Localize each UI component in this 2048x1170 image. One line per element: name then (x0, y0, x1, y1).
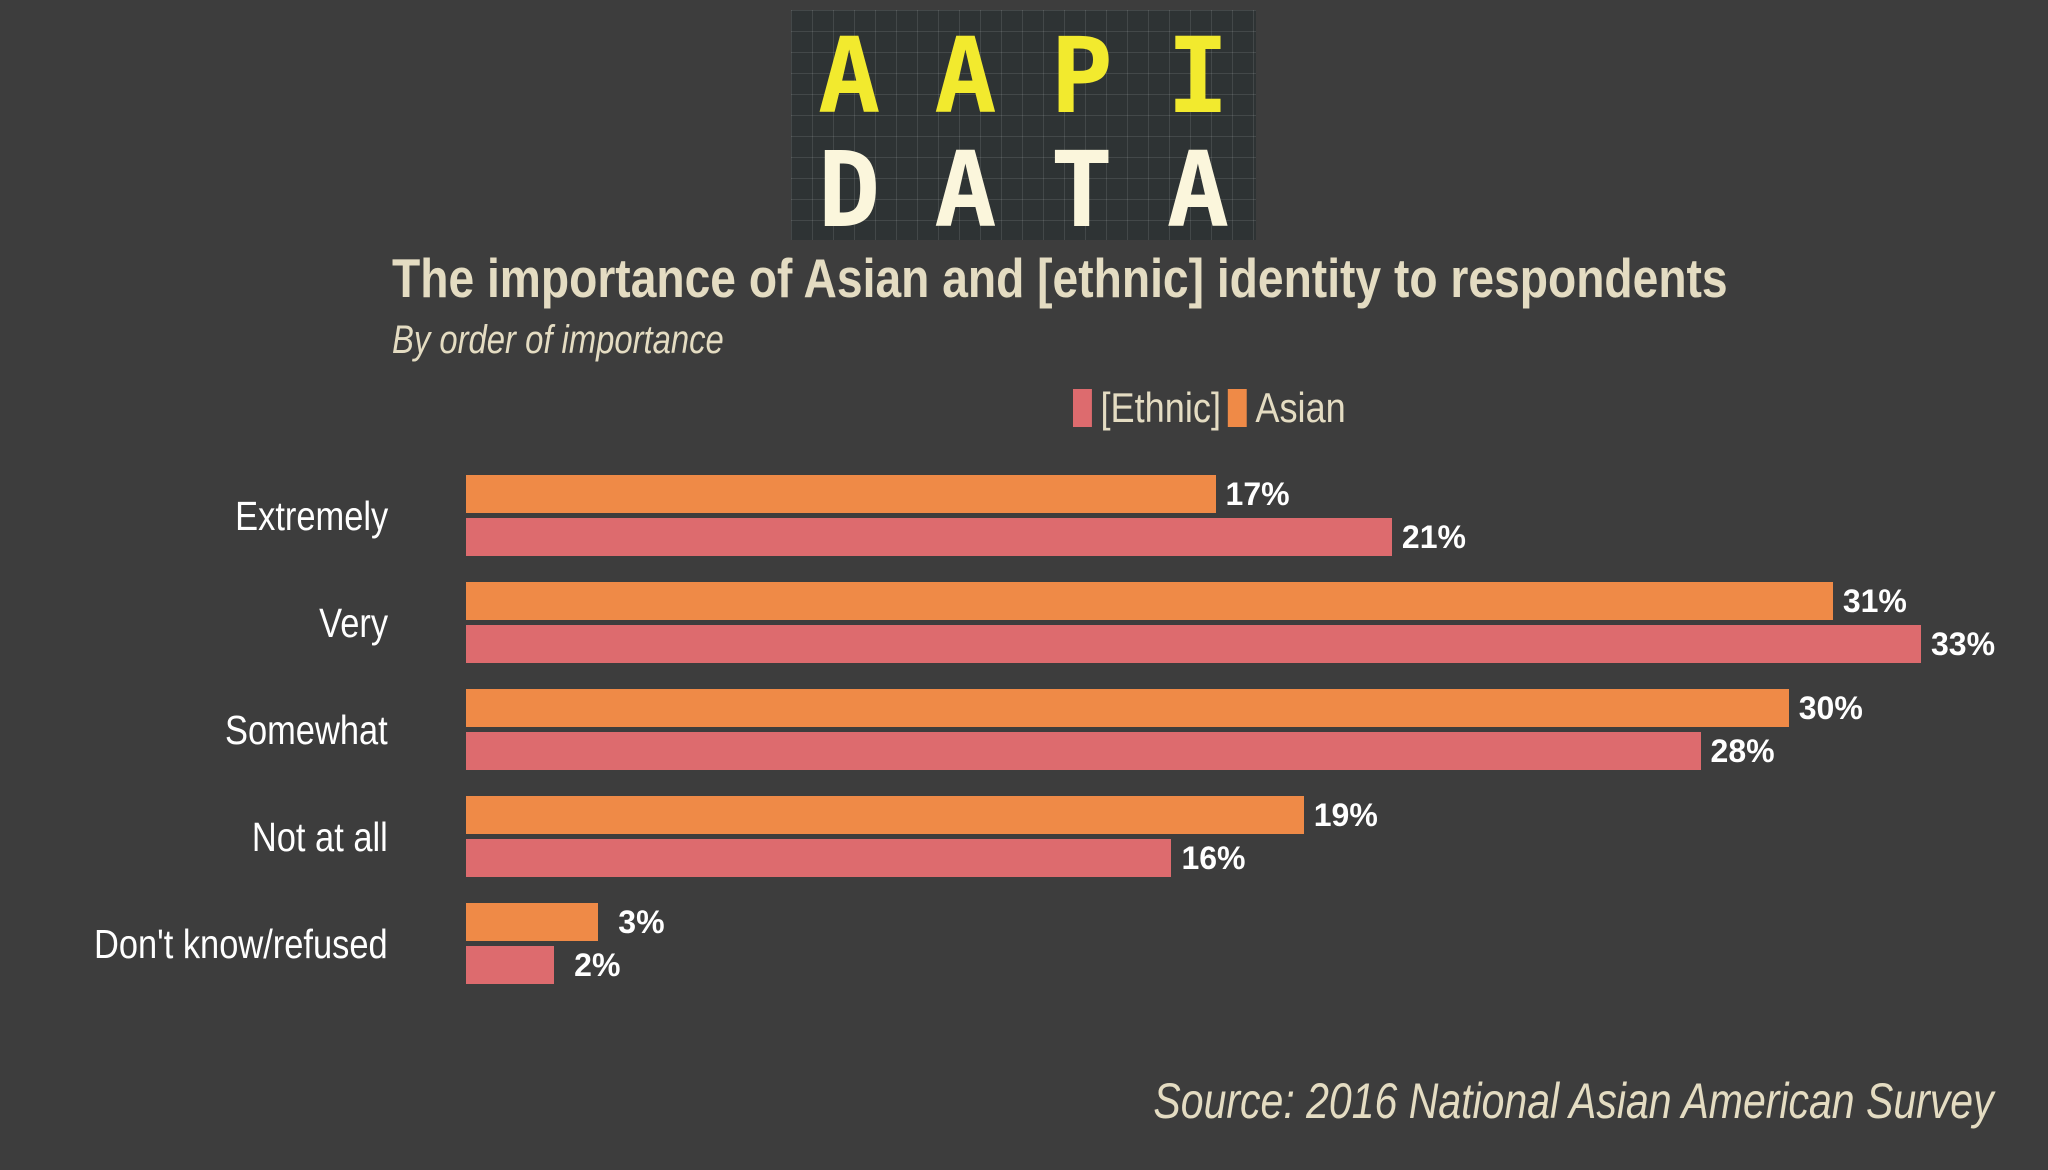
bar-value-label: 33% (1931, 626, 1996, 662)
legend-swatch-asian (1227, 389, 1247, 427)
bar-asian (466, 475, 1216, 513)
aapi-data-logo: A A P I D A T A (791, 10, 1256, 242)
source-note: Source: 2016 National Asian American Sur… (1153, 1073, 1994, 1129)
bar-ethnic (466, 839, 1172, 877)
bar-value-label: 2% (574, 947, 621, 983)
logo-letter: I (1166, 15, 1230, 137)
logo-letter: A (1166, 129, 1230, 251)
category-label: Don't know/refused (94, 920, 388, 967)
bar-asian (466, 582, 1833, 620)
bar-value-label: 21% (1401, 519, 1466, 555)
legend-item-asian: Asian (1227, 384, 1346, 432)
category-label: Very (319, 599, 388, 646)
logo-letter: A (934, 129, 997, 251)
legend-label-ethnic: [Ethnic] (1100, 384, 1221, 431)
category-label: Not at all (252, 813, 388, 860)
bar-asian (466, 796, 1304, 834)
legend-item-ethnic: [Ethnic] (1073, 384, 1221, 432)
chart-title: The importance of Asian and [ethnic] ide… (392, 247, 1728, 309)
legend-label-asian: Asian (1255, 384, 1346, 431)
chart-subtitle: By order of importance (392, 318, 724, 362)
bar-ethnic (466, 518, 1392, 556)
bar-value-label: 31% (1842, 583, 1907, 619)
logo-letter: A (817, 15, 881, 137)
bar-ethnic (466, 625, 1921, 663)
logo-letter: T (1050, 129, 1113, 251)
bar-asian (466, 689, 1789, 727)
bar-value-label: 19% (1313, 797, 1378, 833)
bar-asian (466, 903, 599, 941)
bar-value-label: 28% (1710, 733, 1775, 769)
bar-ethnic (466, 732, 1701, 770)
logo-bottom-row: D A T A (791, 138, 1256, 242)
category-label: Extremely (234, 492, 388, 539)
legend-swatch-ethnic (1073, 389, 1092, 427)
bar-value-label: 16% (1181, 840, 1246, 876)
bar-value-label: 3% (618, 904, 665, 940)
logo-letter: A (934, 15, 997, 137)
chart-legend: [Ethnic] Asian (1073, 384, 1353, 432)
logo-top-row: A A P I (791, 24, 1256, 128)
category-label: Somewhat (225, 706, 388, 753)
logo-letter: P (1050, 15, 1113, 137)
logo-letter: D (817, 129, 881, 251)
bar-chart-area: Extremely 17% 21% Very 31% 33% Somewhat 30% 28% N… (0, 470, 2048, 990)
bar-value-label: 17% (1225, 476, 1290, 512)
bar-ethnic (466, 946, 555, 984)
bar-value-label: 30% (1798, 690, 1863, 726)
